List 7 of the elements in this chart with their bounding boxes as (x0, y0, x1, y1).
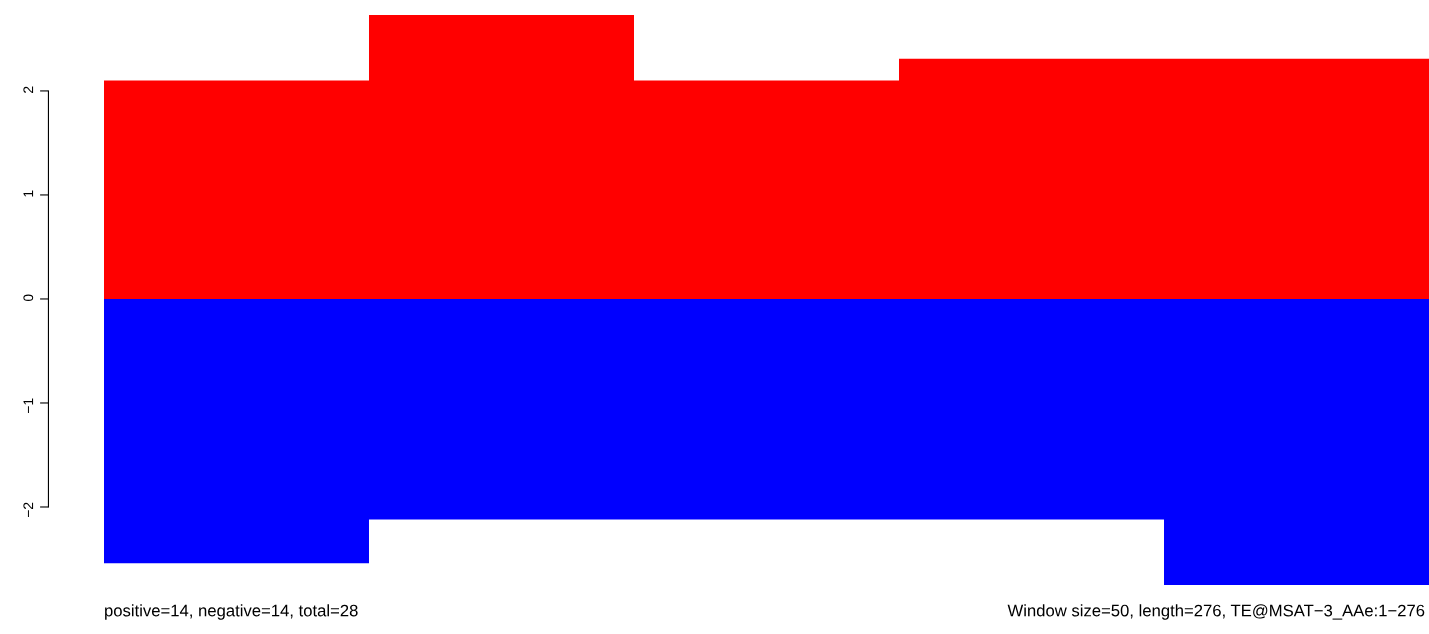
y-tick-label: −2 (23, 502, 34, 518)
y-tick-label: 1 (23, 190, 34, 197)
y-tick-label: −1 (23, 398, 34, 414)
text: Window size=50, length=276, TE@MSAT−3_AAe:1−276 (1007, 604, 1425, 620)
y-tick-label: 2 (23, 86, 34, 93)
y-tick-label: 0 (23, 294, 34, 302)
text: positive=14, negative=14, total=28 (105, 604, 358, 620)
